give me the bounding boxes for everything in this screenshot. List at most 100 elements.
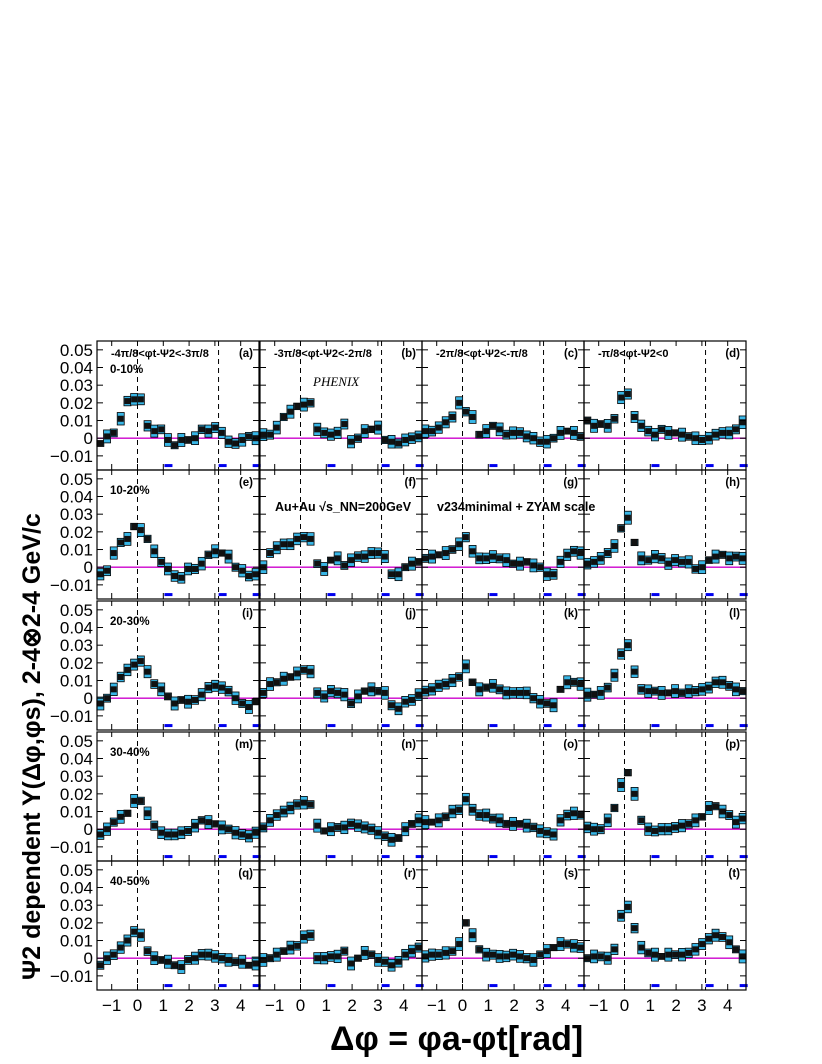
error-indicator [489, 984, 498, 988]
data-point [260, 431, 267, 438]
error-indicator [327, 724, 336, 728]
data-point [651, 951, 658, 958]
x-tick-label: 2 [347, 996, 356, 1015]
y-tick-label: 0.02 [60, 785, 93, 804]
data-point [341, 562, 348, 569]
data-point [252, 698, 259, 705]
y-tick-label: 0.04 [60, 750, 93, 769]
data-point [375, 829, 382, 836]
error-indicator [705, 984, 714, 988]
data-point [638, 817, 645, 824]
data-point [110, 951, 117, 958]
panel-tag: (r) [404, 868, 416, 880]
data-point [658, 555, 665, 562]
data-point [496, 426, 503, 433]
data-point [395, 835, 402, 842]
error-indicator [543, 464, 552, 468]
data-point [232, 829, 239, 836]
x-tick-label: 4 [723, 996, 732, 1015]
data-point [503, 953, 510, 960]
data-point [429, 819, 436, 826]
data-point [618, 782, 625, 789]
data-point [456, 399, 463, 406]
data-point [408, 560, 415, 567]
y-tick-label: 0.03 [60, 505, 93, 524]
data-point [604, 684, 611, 691]
data-point [462, 663, 469, 670]
data-point [489, 553, 496, 560]
data-point [692, 565, 699, 572]
y-tick-label: 0.01 [60, 672, 93, 691]
data-point [604, 955, 611, 962]
data-point [287, 804, 294, 811]
panel-tag: (l) [729, 608, 740, 620]
data-point [307, 399, 314, 406]
data-point [245, 704, 252, 711]
error-indicator [739, 464, 748, 468]
data-point [456, 673, 463, 680]
data-point [726, 939, 733, 946]
data-point [726, 812, 733, 819]
panel-m: 0.050.040.030.020.010−0.01 (m) 30-40% [50, 731, 261, 862]
data-point [429, 951, 436, 958]
y-tick-label: 0.01 [60, 803, 93, 822]
x-tick-label: 3 [210, 996, 219, 1015]
x-tick-label: −1 [427, 996, 446, 1015]
data-point [341, 824, 348, 831]
data-point [624, 391, 631, 398]
data-point [368, 951, 375, 958]
error-indicator [415, 593, 424, 597]
data-point [422, 428, 429, 435]
data-point [124, 398, 131, 405]
y-tick-label: 0.04 [60, 359, 93, 378]
data-point [151, 822, 158, 829]
error-indicator [218, 855, 227, 859]
data-point [314, 689, 321, 696]
error-indicator [489, 593, 498, 597]
data-point [171, 700, 178, 707]
data-point [368, 826, 375, 833]
data-point [171, 962, 178, 969]
data-point [245, 833, 252, 840]
data-point [144, 810, 151, 817]
data-point [334, 429, 341, 436]
error-indicator [739, 855, 748, 859]
data-point [355, 693, 362, 700]
data-point [124, 937, 131, 944]
data-point [712, 803, 719, 810]
data-point [294, 942, 301, 949]
data-point [239, 567, 246, 574]
panel-e: 0.050.040.030.020.010−0.01 (e) 10-20% [50, 469, 261, 600]
data-point [739, 688, 746, 695]
panel-tag: (n) [401, 739, 416, 751]
data-point [550, 702, 557, 709]
data-point [597, 421, 604, 428]
data-point [611, 946, 618, 953]
data-point [597, 953, 604, 960]
x-tick-label: 2 [184, 996, 193, 1015]
data-point [381, 436, 388, 443]
x-tick-label: 1 [484, 996, 493, 1015]
data-point [665, 429, 672, 436]
data-point [651, 688, 658, 695]
data-point [726, 555, 733, 562]
data-point [267, 681, 274, 688]
data-point [651, 553, 658, 560]
y-tick-label: 0 [84, 429, 93, 448]
error-indicator [164, 464, 173, 468]
data-point [273, 424, 280, 431]
data-point [577, 944, 584, 951]
data-point [151, 955, 158, 962]
data-point [334, 953, 341, 960]
data-point [550, 831, 557, 838]
data-point [192, 955, 199, 962]
data-point [402, 698, 409, 705]
data-point [557, 686, 564, 693]
data-point [638, 555, 645, 562]
data-point [355, 955, 362, 962]
x-tick-label: 1 [322, 996, 331, 1015]
data-point [97, 962, 104, 969]
y-tick-label: 0.02 [60, 394, 93, 413]
data-point [321, 693, 328, 700]
data-point [205, 951, 212, 958]
